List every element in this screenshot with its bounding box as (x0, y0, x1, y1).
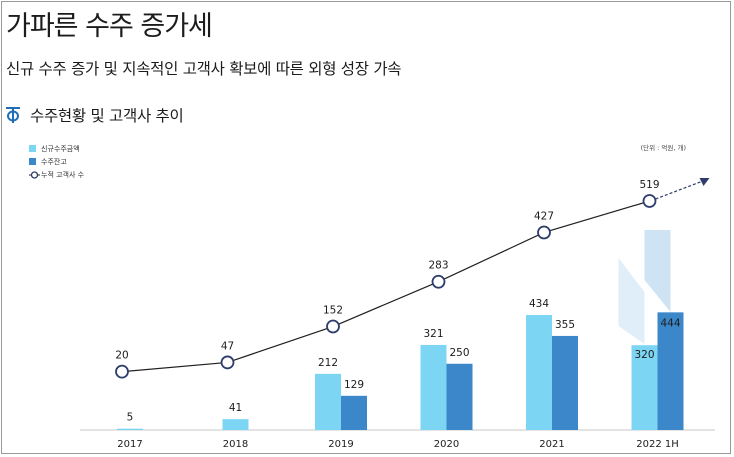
projection-dashed-line (655, 179, 706, 200)
x-tick-label: 2017 (117, 439, 142, 450)
data-label-new-orders: 320 (634, 349, 654, 361)
line-point-marker (220, 355, 235, 370)
section-marker-icon (6, 107, 20, 123)
projection-shade-back (644, 230, 671, 312)
legend-label: 신규수주금액 (41, 144, 80, 153)
bar-new-orders (117, 428, 143, 430)
bar-new-orders (222, 419, 249, 430)
projection-arrow-icon (699, 178, 710, 187)
data-label-backlog: 355 (555, 319, 575, 331)
x-tick-label: 2018 (223, 439, 248, 450)
data-label-customers: 427 (534, 210, 554, 222)
projection-shade-front (618, 258, 645, 344)
legend-item-new-orders: 신규수주금액 (29, 142, 84, 155)
data-label-backlog: 250 (449, 347, 469, 359)
bar-backlog (657, 312, 684, 430)
data-label-customers: 152 (323, 305, 343, 317)
line-point-marker (115, 364, 129, 379)
bar-backlog (446, 363, 473, 430)
data-label-customers: 47 (221, 340, 234, 352)
data-label-backlog: 129 (344, 379, 364, 391)
x-tick-label: 2019 (328, 439, 353, 450)
chart-legend: 신규수주금액 수주잔고 누적 고객사 수 (29, 142, 84, 181)
section-title: 수주현황 및 고객사 추이 (30, 107, 184, 125)
line-point-marker (326, 319, 340, 334)
legend-label: 누적 고객사 수 (41, 170, 85, 179)
unit-note: (단위 : 억원, 개) (640, 144, 686, 152)
legend-swatch-new-orders (29, 145, 36, 152)
legend-item-backlog: 수주잔고 (29, 155, 84, 168)
legend-item-customers: 누적 고객사 수 (29, 168, 84, 181)
bar-new-orders (631, 345, 658, 430)
data-label-backlog: 444 (660, 317, 680, 329)
data-label-customers: 283 (428, 260, 448, 272)
data-label-customers: 519 (639, 179, 659, 191)
data-label-new-orders: 41 (229, 402, 242, 414)
bar-new-orders (420, 344, 447, 430)
line-point-marker (642, 194, 657, 208)
data-label-customers: 20 (115, 350, 128, 362)
page-subtitle: 신규 수주 증가 및 지속적인 고객사 확보에 따른 외형 성장 가속 (6, 60, 402, 78)
data-label-new-orders: 434 (529, 298, 549, 310)
legend-line-marker-icon (29, 170, 40, 179)
data-label-new-orders: 212 (318, 357, 338, 369)
bar-backlog (341, 395, 367, 430)
legend-label: 수주잔고 (41, 157, 67, 166)
bar-new-orders (526, 315, 552, 430)
line-point-marker (431, 274, 446, 289)
line-cumulative-customers (121, 200, 650, 373)
bar-backlog (552, 335, 578, 430)
x-tick-label: 2022 1H (636, 439, 679, 450)
page-title: 가파른 수주 증가세 (6, 11, 213, 42)
bar-new-orders (315, 373, 341, 430)
line-point-marker (537, 225, 551, 240)
legend-swatch-backlog (29, 158, 36, 165)
data-label-new-orders: 5 (127, 412, 134, 424)
x-tick-label: 2021 (539, 439, 564, 450)
data-label-new-orders: 321 (423, 328, 443, 340)
x-tick-label: 2020 (434, 439, 459, 450)
